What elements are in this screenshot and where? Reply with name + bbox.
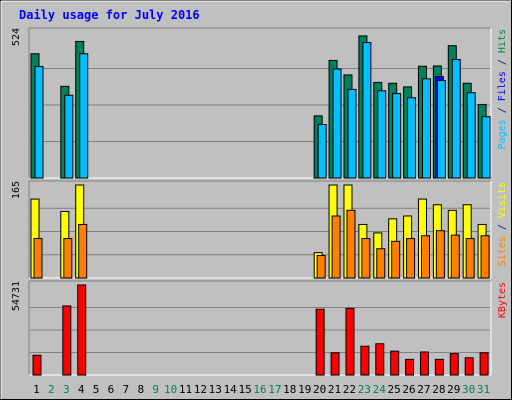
legend-entry: / (497, 53, 508, 71)
x-tick-label: 19 (298, 383, 311, 396)
bar-hits-pages-day-1 (34, 66, 44, 179)
bar-kbytes-kbytes-day-1 (32, 354, 42, 376)
legend-entry: / (497, 218, 508, 236)
x-tick-label: 1 (33, 383, 40, 396)
bar-visits-sites-day-4 (78, 223, 88, 279)
bar-hits-pages-day-30 (466, 92, 476, 179)
panel-visits: 165 Sites / Visits (11, 180, 508, 279)
bar-kbytes-kbytes-day-28 (434, 358, 444, 376)
x-tick-label: 10 (164, 383, 177, 396)
bar-kbytes-kbytes-day-29 (449, 353, 459, 376)
x-tick-label: 7 (123, 383, 130, 396)
bar-hits-pages-day-24 (377, 90, 387, 179)
x-tick-label: 28 (432, 383, 445, 396)
x-tick-label: 14 (224, 383, 238, 396)
bar-visits-sites-day-30 (465, 238, 475, 279)
legend-hits: Pages / Files / Hits (497, 29, 508, 149)
bar-visits-sites-day-21 (331, 215, 341, 279)
bar-kbytes-kbytes-day-30 (464, 357, 474, 376)
x-tick-label: 30 (462, 383, 475, 396)
bar-visits-sites-day-24 (376, 248, 386, 279)
bar-hits-pages-day-28 (436, 79, 446, 179)
bar-kbytes-kbytes-day-25 (390, 350, 400, 376)
bar-hits-pages-day-27 (421, 78, 431, 179)
x-tick-label: 8 (137, 383, 144, 396)
bar-hits-pages-day-20 (317, 124, 327, 179)
bar-kbytes-kbytes-day-27 (419, 351, 429, 376)
x-tick-label: 3 (63, 383, 70, 396)
chart-title: Daily usage for July 2016 (19, 8, 200, 22)
bar-kbytes-kbytes-day-4 (77, 284, 87, 376)
x-tick-label: 21 (328, 383, 341, 396)
bar-kbytes-kbytes-day-31 (479, 352, 489, 376)
x-tick-label: 9 (152, 383, 159, 396)
x-tick-label: 4 (78, 383, 85, 396)
bar-visits-sites-day-28 (435, 230, 445, 279)
y-max-label-kbytes: 54731 (11, 281, 22, 311)
bar-visits-sites-day-3 (63, 238, 73, 279)
bar-kbytes-kbytes-day-23 (360, 345, 370, 376)
x-tick-label: 2 (48, 383, 55, 396)
panel-hits: 524 Pages / Files / Hits (11, 27, 508, 179)
x-tick-label: 18 (283, 383, 296, 396)
legend-entry: / (497, 101, 508, 119)
bar-kbytes-kbytes-day-26 (405, 358, 415, 376)
bar-hits-pages-day-25 (392, 93, 402, 179)
bar-hits-pages-day-21 (332, 68, 342, 179)
x-tick-label: 24 (373, 383, 387, 396)
bar-visits-sites-day-20 (316, 254, 326, 279)
x-tick-label: 6 (108, 383, 115, 396)
x-tick-label: 5 (93, 383, 100, 396)
x-tick-label: 26 (402, 383, 415, 396)
bar-hits-pages-day-22 (347, 88, 357, 179)
legend-entry: Visits (497, 182, 508, 218)
legend-entry: KBytes (497, 282, 508, 318)
bar-kbytes-kbytes-day-21 (330, 352, 340, 376)
x-tick-label: 15 (238, 383, 251, 396)
bar-visits-sites-day-29 (450, 234, 460, 279)
x-tick-label: 12 (194, 383, 207, 396)
x-tick-label: 16 (253, 383, 266, 396)
legend-entry: Hits (497, 29, 508, 53)
bar-kbytes-kbytes-day-22 (345, 307, 355, 376)
bar-visits-sites-day-27 (420, 235, 430, 279)
bar-hits-pages-day-31 (481, 116, 491, 179)
y-max-label-visits: 165 (11, 181, 22, 199)
x-tick-label: 23 (358, 383, 371, 396)
x-tick-label: 27 (417, 383, 430, 396)
legend-kbytes: KBytes (497, 282, 508, 318)
bar-hits-pages-day-23 (362, 42, 372, 179)
panel-kbytes: 54731 KBytes (11, 280, 508, 376)
bar-hits-pages-day-29 (451, 59, 461, 179)
bar-visits-sites-day-23 (361, 238, 371, 279)
x-tick-label: 29 (447, 383, 460, 396)
bar-kbytes-kbytes-day-24 (375, 343, 385, 376)
y-max-label-hits: 524 (11, 28, 22, 46)
x-tick-label: 25 (388, 383, 401, 396)
x-tick-label: 22 (343, 383, 356, 396)
bar-visits-sites-day-31 (480, 235, 490, 279)
bar-visits-sites-day-1 (33, 238, 43, 279)
legend-visits: Sites / Visits (497, 182, 508, 266)
legend-entry: Sites (497, 236, 508, 266)
bar-visits-sites-day-22 (346, 209, 356, 279)
bar-visits-sites-day-26 (406, 238, 416, 279)
bar-hits-pages-day-26 (407, 97, 417, 179)
bar-kbytes-kbytes-day-20 (315, 308, 325, 376)
bar-visits-sites-day-25 (391, 240, 401, 279)
x-tick-label: 31 (477, 383, 490, 396)
legend-entry: Files (497, 71, 508, 101)
bar-hits-pages-day-4 (79, 53, 89, 179)
bar-hits-pages-day-3 (64, 94, 74, 179)
x-tick-label: 13 (209, 383, 222, 396)
legend-entry: Pages (497, 119, 508, 149)
bar-kbytes-kbytes-day-3 (62, 305, 72, 376)
x-tick-label: 20 (313, 383, 326, 396)
x-tick-label: 11 (179, 383, 192, 396)
x-tick-label: 17 (268, 383, 281, 396)
